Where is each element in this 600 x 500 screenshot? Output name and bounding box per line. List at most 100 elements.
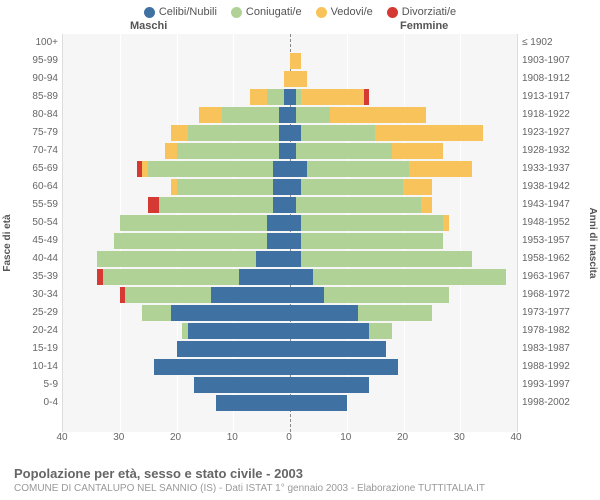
bar-female — [290, 107, 517, 123]
bar-segment — [290, 359, 398, 375]
bar-segment — [324, 287, 449, 303]
age-row — [63, 71, 517, 87]
bar-female — [290, 323, 517, 339]
age-row — [63, 323, 517, 339]
bar-segment — [375, 125, 483, 141]
bar-segment — [148, 197, 159, 213]
bar-segment — [250, 89, 267, 105]
birth-year-label: 1918-1922 — [522, 109, 570, 120]
bar-segment — [165, 143, 176, 159]
legend-label: Coniugati/e — [246, 6, 302, 18]
plot-area — [62, 34, 518, 432]
bar-segment — [290, 251, 301, 267]
age-label: 45-49 — [26, 235, 58, 246]
bar-male — [63, 179, 290, 195]
x-tick: 40 — [56, 432, 67, 443]
bar-segment — [301, 89, 363, 105]
birth-year-label: 1973-1977 — [522, 307, 570, 318]
age-label: 35-39 — [26, 271, 58, 282]
bar-female — [290, 161, 517, 177]
y-axis-left-title: Fasce di età — [2, 214, 13, 271]
x-tick: 30 — [113, 432, 124, 443]
bar-segment — [279, 107, 290, 123]
bar-segment — [301, 233, 443, 249]
bar-male — [63, 395, 290, 411]
bar-segment — [290, 179, 301, 195]
bar-segment — [279, 125, 290, 141]
bar-segment — [97, 251, 256, 267]
birth-year-label: 1963-1967 — [522, 271, 570, 282]
bar-male — [63, 71, 290, 87]
birth-year-label: 1988-1992 — [522, 361, 570, 372]
bar-male — [63, 251, 290, 267]
age-row — [63, 125, 517, 141]
bar-female — [290, 35, 517, 51]
x-tick: 10 — [340, 432, 351, 443]
birth-year-label: 1933-1937 — [522, 163, 570, 174]
bar-female — [290, 395, 517, 411]
bar-segment — [290, 53, 301, 69]
age-row — [63, 35, 517, 51]
age-row — [63, 53, 517, 69]
bar-segment — [307, 161, 409, 177]
bar-female — [290, 179, 517, 195]
bar-segment — [267, 89, 284, 105]
age-row — [63, 269, 517, 285]
age-label: 40-44 — [26, 253, 58, 264]
bar-segment — [296, 107, 330, 123]
bar-male — [63, 377, 290, 393]
bar-male — [63, 53, 290, 69]
age-row — [63, 251, 517, 267]
age-label: 10-14 — [26, 361, 58, 372]
age-row — [63, 377, 517, 393]
bar-segment — [103, 269, 239, 285]
legend-swatch — [387, 7, 398, 18]
birth-year-label: 1923-1927 — [522, 127, 570, 138]
bar-female — [290, 53, 517, 69]
bar-segment — [369, 323, 392, 339]
age-label: 5-9 — [26, 379, 58, 390]
bar-segment — [409, 161, 471, 177]
bar-segment — [199, 107, 222, 123]
chart-subtitle: COMUNE DI CANTALUPO NEL SANNIO (IS) - Da… — [14, 483, 485, 494]
bar-female — [290, 287, 517, 303]
bar-male — [63, 305, 290, 321]
bar-female — [290, 71, 517, 87]
bar-segment — [392, 143, 443, 159]
bar-segment — [290, 269, 313, 285]
bar-segment — [301, 179, 403, 195]
bar-segment — [301, 125, 375, 141]
age-label: 80-84 — [26, 109, 58, 120]
age-row — [63, 305, 517, 321]
bar-segment — [301, 215, 443, 231]
bar-male — [63, 35, 290, 51]
bar-female — [290, 377, 517, 393]
legend-label: Celibi/Nubili — [159, 6, 217, 18]
bar-segment — [267, 233, 290, 249]
gender-labels: Maschi Femmine — [0, 20, 600, 34]
birth-year-label: ≤ 1902 — [522, 37, 553, 48]
bar-segment — [171, 125, 188, 141]
bar-segment — [120, 215, 268, 231]
birth-year-label: 1928-1932 — [522, 145, 570, 156]
birth-year-label: 1978-1982 — [522, 325, 570, 336]
bar-female — [290, 251, 517, 267]
age-row — [63, 89, 517, 105]
bar-segment — [125, 287, 210, 303]
bar-segment — [313, 269, 506, 285]
birth-year-label: 1993-1997 — [522, 379, 570, 390]
bar-segment — [364, 89, 370, 105]
birth-year-label: 1903-1907 — [522, 55, 570, 66]
bar-male — [63, 161, 290, 177]
bar-female — [290, 305, 517, 321]
age-row — [63, 161, 517, 177]
bar-segment — [421, 197, 432, 213]
bar-segment — [403, 179, 431, 195]
bar-segment — [177, 143, 279, 159]
bar-segment — [154, 359, 290, 375]
bar-segment — [296, 197, 421, 213]
bar-segment — [148, 161, 273, 177]
bar-segment — [211, 287, 290, 303]
bar-segment — [273, 197, 290, 213]
x-tick: 10 — [227, 432, 238, 443]
